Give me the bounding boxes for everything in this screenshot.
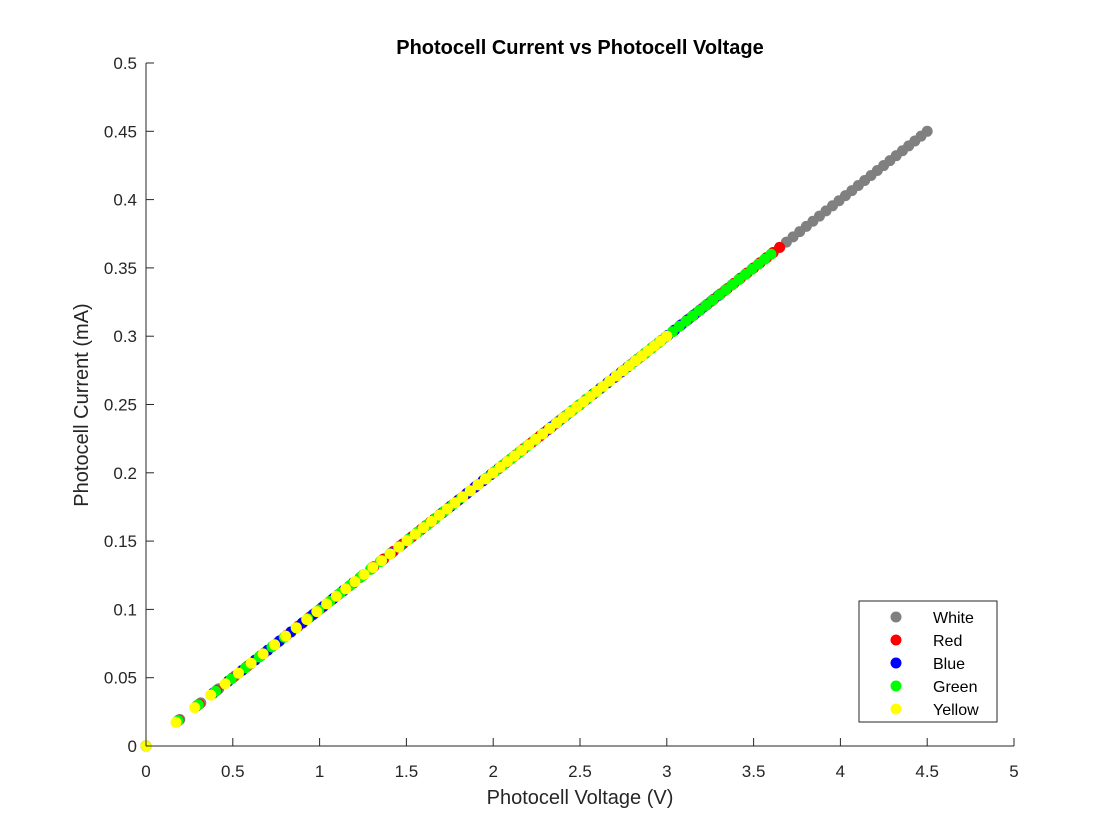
data-points <box>140 125 933 752</box>
data-point <box>409 528 421 540</box>
x-tick-label: 5 <box>1009 762 1018 781</box>
data-point <box>301 614 313 626</box>
y-tick-label: 0.05 <box>104 669 137 688</box>
data-point <box>349 576 361 588</box>
x-tick-label: 0 <box>141 762 150 781</box>
data-point <box>321 598 333 610</box>
y-tick-label: 0.25 <box>104 396 137 415</box>
x-tick-label: 3 <box>662 762 671 781</box>
data-point <box>472 479 484 491</box>
x-axis-ticks: 0 0.5 1 1.5 2 2.5 3 3.5 4 4.5 5 <box>141 738 1019 781</box>
legend-marker <box>890 611 902 623</box>
x-tick-label: 1.5 <box>395 762 419 781</box>
data-point <box>311 606 323 618</box>
data-point <box>661 330 673 342</box>
data-point <box>367 561 379 573</box>
y-tick-label: 0.3 <box>113 327 137 346</box>
data-point <box>426 515 438 527</box>
data-point <box>479 473 491 485</box>
legend-marker <box>890 703 902 715</box>
data-point <box>170 716 182 728</box>
y-tick-label: 0.1 <box>113 600 137 619</box>
data-point <box>233 667 245 679</box>
y-axis-ticks: 0 0.05 0.1 0.15 0.2 0.25 0.3 0.35 0.4 0.45 0.5 <box>104 54 154 756</box>
legend-label: White <box>933 610 974 627</box>
y-tick-label: 0.45 <box>104 122 137 141</box>
data-point <box>280 630 292 642</box>
data-point <box>219 678 231 690</box>
legend-label: Red <box>933 633 962 650</box>
x-tick-label: 2.5 <box>568 762 592 781</box>
series-yellow <box>140 330 673 752</box>
data-point <box>774 241 786 253</box>
legend-marker <box>890 634 902 646</box>
x-tick-label: 4 <box>836 762 845 781</box>
data-point <box>457 491 469 503</box>
y-tick-label: 0 <box>128 737 137 756</box>
data-point <box>417 522 429 534</box>
legend-marker <box>890 680 902 692</box>
y-tick-label: 0.35 <box>104 259 137 278</box>
data-point <box>393 541 405 553</box>
data-point <box>358 568 370 580</box>
x-tick-label: 4.5 <box>915 762 939 781</box>
y-tick-label: 0.2 <box>113 464 137 483</box>
legend: White Red Blue Green Yellow <box>858 600 998 723</box>
x-axis-label: Photocell Voltage (V) <box>487 787 674 809</box>
data-point <box>189 702 201 714</box>
data-point <box>384 548 396 560</box>
data-point <box>449 497 461 509</box>
x-tick-label: 3.5 <box>742 762 766 781</box>
data-point <box>290 622 302 634</box>
data-point <box>765 248 777 260</box>
data-point <box>340 583 352 595</box>
data-point <box>921 125 933 137</box>
x-tick-label: 0.5 <box>221 762 245 781</box>
y-axis-label: Photocell Current (mA) <box>71 303 93 506</box>
data-point <box>269 639 281 651</box>
legend-label: Blue <box>933 656 965 673</box>
legend-box <box>858 600 998 723</box>
data-point <box>205 689 217 701</box>
y-tick-label: 0.4 <box>113 191 137 210</box>
data-point <box>245 657 257 669</box>
legend-label: Green <box>933 679 977 696</box>
chart-title: Photocell Current vs Photocell Voltage <box>396 37 763 59</box>
x-tick-label: 1 <box>315 762 324 781</box>
legend-marker <box>890 657 902 669</box>
data-point <box>257 648 269 660</box>
data-point <box>401 535 413 547</box>
data-point <box>464 485 476 497</box>
y-tick-label: 0.5 <box>113 54 137 73</box>
data-point <box>433 509 445 521</box>
data-point <box>376 555 388 567</box>
data-point <box>441 503 453 515</box>
y-tick-label: 0.15 <box>104 532 137 551</box>
data-point <box>330 590 342 602</box>
x-tick-label: 2 <box>488 762 497 781</box>
legend-label: Yellow <box>933 702 979 719</box>
